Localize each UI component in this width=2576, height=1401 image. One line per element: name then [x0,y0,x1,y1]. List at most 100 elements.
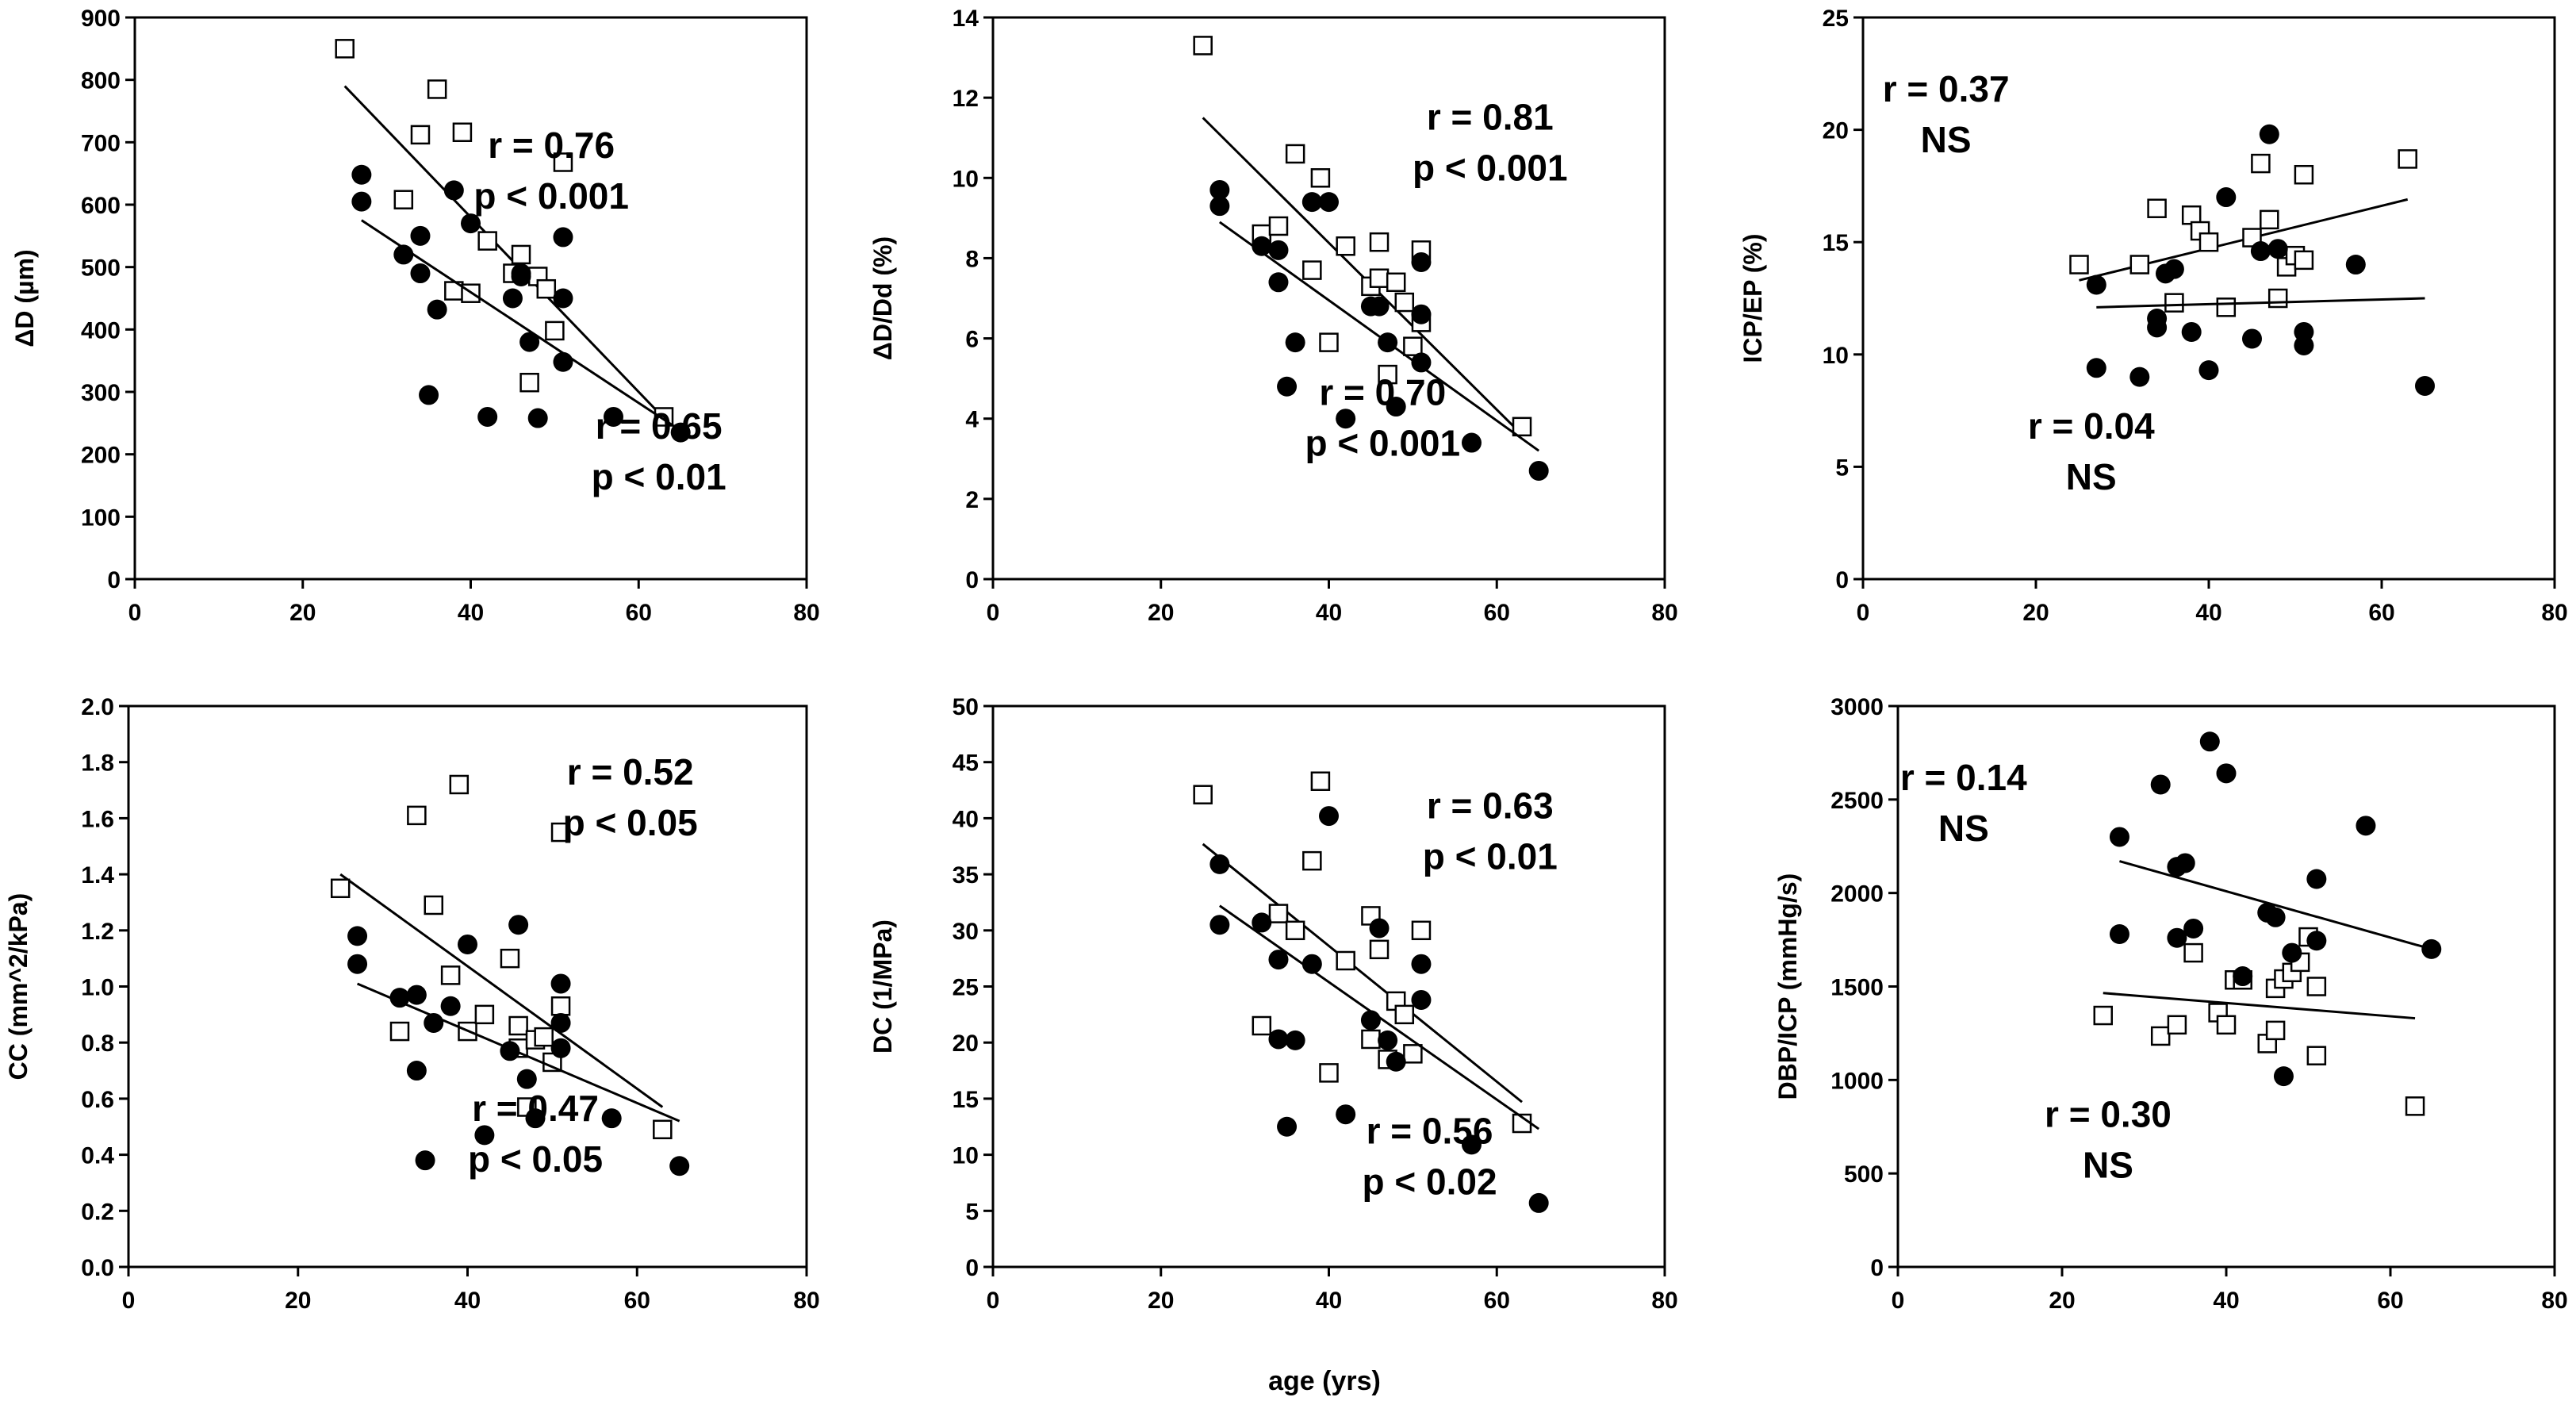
data-point-filled-circle [1411,352,1432,373]
data-point-open-square [511,244,531,265]
data-point-filled-circle [351,164,372,185]
data-point-filled-circle [1411,954,1432,974]
y-tick-label: 0.2 [81,1199,114,1225]
y-tick-label: 5 [965,1199,979,1225]
y-axis-label: ΔD/Dd (%) [868,236,897,360]
data-point-open-square [550,996,571,1016]
p-value-label: NS [1938,808,1989,849]
y-tick-label: 15 [953,1087,979,1113]
x-tick-label: 80 [1651,600,1677,626]
data-point-filled-circle [2164,259,2184,279]
y-tick-label: 2000 [1830,881,1884,908]
regression-line [1218,221,1540,452]
data-point-filled-circle [553,288,573,309]
data-point-open-square [534,1027,554,1047]
y-axis-label: DC (1/MPa) [868,919,897,1054]
data-point-filled-circle [461,213,481,234]
x-tick-label: 20 [2049,1288,2075,1314]
correlation-label: r = 0.52 [567,751,694,793]
data-point-open-square [1369,268,1390,288]
data-point-filled-circle [2415,375,2435,396]
data-point-open-square [2093,1005,2113,1026]
data-point-open-square [474,1004,495,1025]
data-point-open-square [1310,168,1331,188]
data-point-filled-circle [2216,763,2237,784]
data-point-filled-circle [1209,196,1230,217]
x-tick-label: 20 [2022,600,2049,626]
data-point-open-square [424,895,443,915]
data-point-open-square [653,1119,673,1140]
data-point-open-square [1394,1004,1415,1025]
x-tick-label: 0 [987,1288,1000,1314]
data-point-open-square [440,965,461,985]
y-tick-label: 20 [1823,118,1849,144]
data-point-filled-circle [2175,853,2195,873]
correlation-label: r = 0.63 [1427,785,1554,826]
data-point-open-square [2216,297,2237,317]
data-point-filled-circle [1268,950,1289,970]
data-point-filled-circle [474,1125,495,1146]
data-point-open-square [2216,1015,2237,1035]
data-point-filled-circle [410,225,431,246]
regression-line [339,873,664,1108]
data-point-open-square [536,278,557,299]
data-point-open-square [427,79,447,99]
x-tick-label: 40 [2195,600,2221,626]
y-tick-label: 0.4 [81,1143,114,1169]
correlation-label: r = 0.30 [2045,1093,2172,1134]
data-point-open-square [1302,260,1322,280]
data-point-filled-circle [516,1069,537,1089]
data-point-filled-circle [1411,989,1432,1010]
y-tick-label: 5 [1835,455,1849,481]
data-point-filled-circle [1209,179,1230,200]
data-point-open-square [1403,1044,1423,1064]
data-point-filled-circle [2147,317,2168,338]
data-point-open-square [1310,771,1331,791]
data-point-open-square [1302,850,1322,871]
data-point-filled-circle [351,191,372,212]
data-point-open-square [1369,232,1390,252]
data-point-open-square [1319,1063,1339,1083]
p-value-label: NS [1921,119,1972,160]
data-point-open-square [1378,364,1397,385]
data-point-filled-circle [2294,335,2314,355]
scatter-panel: 0 500 1000 1500 2000 2500 3000 0 20 40 60 80 DBP/ICP… [1773,694,2568,1314]
x-tick-label: 80 [2541,1288,2567,1314]
x-tick-label: 0 [1857,600,1870,626]
x-tick-label: 60 [1484,600,1510,626]
y-axis-label: CC (mm^2/kPa) [4,893,33,1080]
plot-frame [991,16,1666,581]
scatter-panel: 0 100 200 300 400 500 600 700 800 900 0 20 40 60 80 ΔD … [10,6,820,626]
x-tick-label: 80 [793,1288,819,1314]
p-value-label: p < 0.05 [468,1138,603,1180]
p-value-label: p < 0.001 [1305,423,1460,464]
data-point-open-square [335,39,355,59]
data-point-filled-circle [1277,1116,1298,1137]
data-point-filled-circle [670,422,691,443]
data-point-open-square [1512,416,1532,437]
p-value-label: NS [2066,456,2117,497]
x-tick-label: 80 [793,600,819,626]
data-point-filled-circle [2109,827,2129,847]
data-point-filled-circle [347,954,368,974]
data-point-filled-circle [500,1041,520,1061]
correlation-label: r = 0.65 [596,405,723,447]
y-tick-label: 6 [965,327,979,353]
data-point-filled-circle [1301,192,1322,213]
regression-line [2119,860,2432,950]
data-point-open-square [2265,1020,2286,1041]
regression-line [2096,297,2425,309]
y-tick-label: 45 [953,750,979,777]
y-tick-label: 1.4 [81,862,114,889]
y-tick-label: 500 [81,255,121,282]
y-tick-label: 100 [81,505,121,531]
correlation-label: r = 0.56 [1367,1110,1493,1151]
y-tick-label: 20 [953,1031,979,1057]
y-tick-label: 1000 [1830,1068,1884,1094]
x-tick-label: 60 [1484,1288,1510,1314]
data-point-open-square [1193,785,1213,804]
data-point-open-square [1285,920,1305,941]
data-point-open-square [1411,920,1432,941]
x-tick-label: 0 [1892,1288,1905,1314]
y-tick-label: 0 [965,567,979,593]
